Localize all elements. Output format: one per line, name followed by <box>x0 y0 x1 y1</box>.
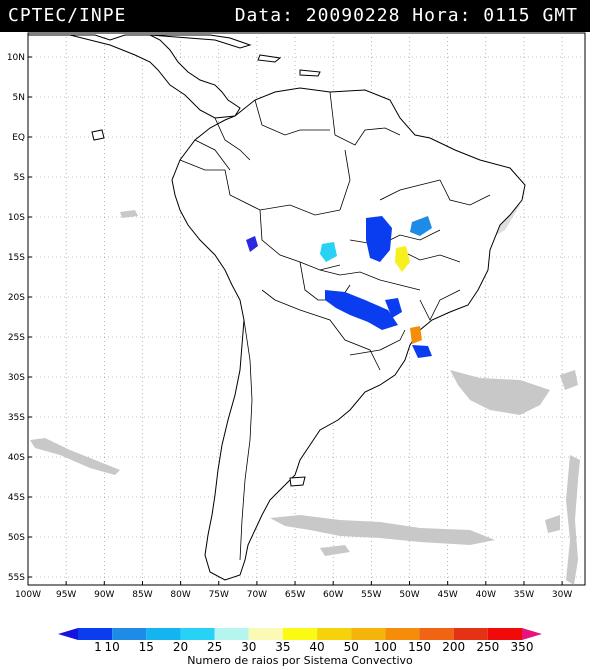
lon-tick-label: 55W <box>361 590 381 600</box>
lat-tick-label: 30S <box>8 373 25 383</box>
convective-system <box>385 298 402 318</box>
legend-label: 15 <box>139 640 154 654</box>
convective-system <box>410 216 432 236</box>
legend-swatch <box>78 628 113 640</box>
latitude-labels: 10N 5N EQ 5S 10S 15S 20S 25S 30S 35S 40S 45S 50S 55S <box>7 53 32 583</box>
legend-swatch <box>317 628 352 640</box>
legend-swatch <box>419 628 454 640</box>
lon-tick-label: 80W <box>170 590 190 600</box>
convective-system <box>320 242 337 262</box>
legend-swatch <box>146 628 181 640</box>
legend-swatch <box>453 628 488 640</box>
legend-label: 250 <box>476 640 499 654</box>
map: 10N5NEQ5S10S15S20S25S30S35S40S45S50S55S … <box>7 32 586 600</box>
lon-tick-label: 100W <box>15 590 41 600</box>
legend-label: 100 <box>374 640 397 654</box>
legend-label: 25 <box>207 640 222 654</box>
legend-label: 350 <box>511 640 534 654</box>
legend-swatch <box>522 628 542 640</box>
legend-label: 50 <box>344 640 359 654</box>
lat-tick-label: 55S <box>8 573 25 583</box>
lat-tick-label: 15S <box>8 253 25 263</box>
lat-tick-label: 35S <box>8 413 25 423</box>
lat-tick-label: 20S <box>8 293 25 303</box>
lon-tick-label: 85W <box>132 590 152 600</box>
convective-systems <box>246 216 432 358</box>
legend-label: 1 <box>94 640 102 654</box>
legend-swatch <box>248 628 283 640</box>
lat-tick-label: 25S <box>8 333 25 343</box>
title-source: CPTEC/INPE <box>8 5 127 26</box>
lon-tick-label: 35W <box>514 590 534 600</box>
legend-label: 20 <box>173 640 188 654</box>
lat-tick-label: 40S <box>8 453 25 463</box>
lon-tick-label: 60W <box>323 590 343 600</box>
legend-swatch <box>214 628 249 640</box>
legend-label: 200 <box>442 640 465 654</box>
legend-swatch <box>282 628 318 640</box>
lat-tick-label: 10S <box>8 213 25 223</box>
legend-label: 150 <box>408 640 431 654</box>
legend-caption: Numero de raios por Sistema Convectivo <box>187 654 413 667</box>
lon-tick-label: 75W <box>209 590 229 600</box>
lat-tick-label: 5N <box>13 93 25 103</box>
legend-label: 10 <box>105 640 120 654</box>
legend-swatch <box>58 628 78 640</box>
convective-system <box>410 326 422 344</box>
legend-label: 35 <box>275 640 290 654</box>
legend-swatch <box>385 628 420 640</box>
longitude-labels: 100W 95W 90W 85W 80W 75W 70W 65W 60W 55W 50W 45W 40W… <box>15 581 572 600</box>
convective-system <box>325 290 398 330</box>
convective-system <box>246 236 258 252</box>
legend-label: 40 <box>309 640 324 654</box>
lon-tick-label: 30W <box>552 590 572 600</box>
convective-system <box>395 246 410 272</box>
legend-swatch <box>351 628 386 640</box>
legend-label: 30 <box>241 640 256 654</box>
lat-tick-label: 5S <box>14 173 26 183</box>
color-legend: 1 10 15 20 25 30 35 40 50 100 150 200 250 350 <box>58 628 542 654</box>
legend-swatch <box>180 628 215 640</box>
country-borders <box>179 91 491 561</box>
lon-tick-label: 45W <box>437 590 457 600</box>
legend-swatch <box>112 628 147 640</box>
lon-tick-label: 95W <box>56 590 76 600</box>
convective-system <box>366 216 392 262</box>
lon-tick-label: 50W <box>399 590 419 600</box>
legend-colorbar <box>58 628 542 640</box>
lat-tick-label: 45S <box>8 493 25 503</box>
legend-swatch <box>487 628 522 640</box>
lon-tick-label: 40W <box>476 590 496 600</box>
lat-tick-label: 50S <box>8 533 25 543</box>
lon-tick-label: 90W <box>94 590 114 600</box>
lon-tick-label: 70W <box>247 590 267 600</box>
legend-labels: 1 10 15 20 25 30 35 40 50 100 150 200 250 350 <box>94 640 533 654</box>
lat-tick-label: EQ <box>12 133 25 143</box>
title-bar: CPTEC/INPE Data: 20090228 Hora: 0115 GMT <box>0 0 590 32</box>
convective-system <box>412 345 432 358</box>
lon-tick-label: 65W <box>285 590 305 600</box>
title-date-time: Data: 20090228 Hora: 0115 GMT <box>234 5 578 26</box>
lat-tick-label: 10N <box>7 53 25 63</box>
